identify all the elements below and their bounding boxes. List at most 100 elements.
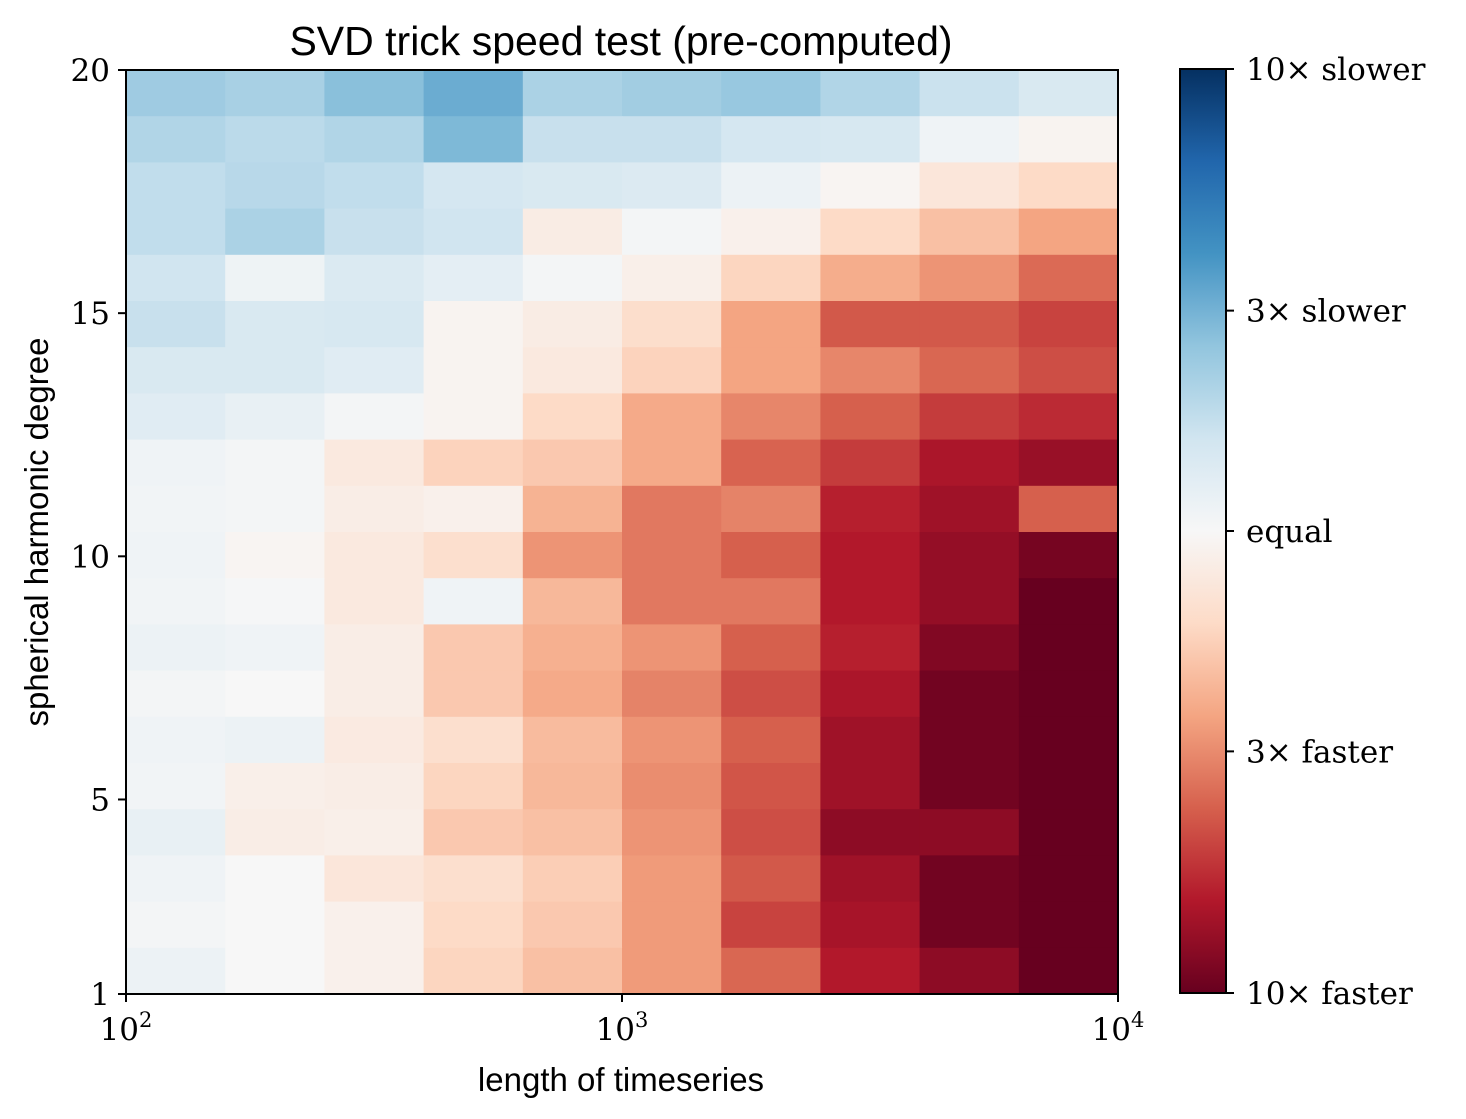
- heatmap-cell: [622, 347, 722, 394]
- heatmap-cell: [919, 578, 1020, 625]
- heatmap-cell: [324, 578, 425, 625]
- heatmap-cell: [622, 254, 722, 302]
- heatmap-cell: [622, 809, 722, 856]
- heatmap-cell: [820, 439, 921, 487]
- heatmap-cell: [126, 670, 226, 718]
- heatmap-cell: [721, 208, 821, 256]
- heatmap-cell: [126, 716, 226, 764]
- heatmap-cell: [225, 485, 326, 533]
- heatmap-cell: [225, 901, 326, 949]
- heatmap-cell: [919, 624, 1020, 672]
- heatmap-cell: [919, 254, 1020, 302]
- heatmap-cell: [721, 70, 821, 117]
- heatmap-cell: [1018, 393, 1119, 441]
- heatmap-cell: [820, 578, 921, 625]
- heatmap-cell: [225, 208, 326, 256]
- heatmap-cell: [820, 393, 921, 441]
- y-axis-label: spherical harmonic degree: [18, 338, 55, 727]
- heatmap-cell: [1018, 716, 1119, 764]
- heatmap-cell: [919, 208, 1020, 256]
- colorbar-tick-label: 3× faster: [1246, 734, 1393, 770]
- heatmap-cell: [622, 485, 722, 533]
- heatmap-cell: [522, 485, 623, 533]
- heatmap-cell: [721, 347, 821, 394]
- heatmap-cell: [820, 809, 921, 856]
- heatmap-cell: [919, 947, 1020, 995]
- colorbar-ticks: 10× slower 3× slower equal 3× faster 10× fas…: [1226, 52, 1426, 1012]
- heatmap-cell: [721, 116, 821, 163]
- heatmap-cell: [820, 947, 921, 995]
- heatmap-cell: [820, 901, 921, 949]
- heatmap-cell: [820, 254, 921, 302]
- heatmap-cell: [324, 347, 425, 394]
- heatmap-cell: [622, 393, 722, 441]
- heatmap-cell: [126, 301, 226, 348]
- heatmap-cell: [820, 208, 921, 256]
- y-tick-label: 10: [71, 539, 110, 575]
- heatmap-cell: [919, 301, 1020, 348]
- heatmap-cell: [423, 809, 524, 856]
- heatmap-cell: [522, 347, 623, 394]
- heatmap-cell: [225, 162, 326, 210]
- heatmap-cell: [820, 162, 921, 210]
- colorbar-tick-label: equal: [1246, 514, 1333, 550]
- heatmap-cell: [622, 301, 722, 348]
- heatmap-cell: [423, 624, 524, 672]
- heatmap-cell: [423, 947, 524, 995]
- heatmap-cell: [721, 532, 821, 579]
- heatmap-cell: [721, 947, 821, 995]
- heatmap-cell: [225, 578, 326, 625]
- heatmap-cell: [324, 624, 425, 672]
- heatmap-cell: [225, 670, 326, 718]
- heatmap-cell: [820, 347, 921, 394]
- heatmap-cell: [423, 393, 524, 441]
- heatmap-cell: [522, 208, 623, 256]
- heatmap-cell: [919, 439, 1020, 487]
- heatmap-cell: [522, 624, 623, 672]
- heatmap-cell: [126, 901, 226, 949]
- heatmap-cell: [721, 716, 821, 764]
- heatmap-cell: [423, 901, 524, 949]
- heatmap-cell: [622, 208, 722, 256]
- heatmap-cell: [522, 901, 623, 949]
- heatmap-cell: [423, 670, 524, 718]
- heatmap-cell: [423, 208, 524, 256]
- heatmap-cell: [1018, 301, 1119, 348]
- heatmap-cell: [622, 624, 722, 672]
- heatmap-cell: [324, 208, 425, 256]
- heatmap-cell: [1018, 208, 1119, 256]
- heatmap-cell: [919, 393, 1020, 441]
- heatmap-cell: [423, 162, 524, 210]
- heatmap-cell: [522, 162, 623, 210]
- heatmap-cell: [126, 485, 226, 533]
- heatmap-cell: [820, 716, 921, 764]
- heatmap-cell: [622, 855, 722, 903]
- colorbar-tick-label: 10× faster: [1246, 976, 1413, 1012]
- heatmap-cell: [721, 578, 821, 625]
- heatmap-cell: [919, 70, 1020, 117]
- heatmap-cell: [225, 70, 326, 117]
- heatmap-cell: [225, 116, 326, 163]
- heatmap-cell: [126, 116, 226, 163]
- heatmap-cell: [522, 578, 623, 625]
- heatmap-cell: [721, 763, 821, 810]
- heatmap-cell: [324, 70, 425, 117]
- heatmap-cell: [126, 439, 226, 487]
- heatmap-cell: [522, 70, 623, 117]
- heatmap-cell: [225, 393, 326, 441]
- heatmap-cell: [522, 716, 623, 764]
- heatmap-cell: [721, 162, 821, 210]
- heatmap-cell: [126, 393, 226, 441]
- heatmap-cell: [126, 347, 226, 394]
- heatmap-cell: [820, 670, 921, 718]
- heatmap-cell: [126, 578, 226, 625]
- heatmap-cell: [1018, 670, 1119, 718]
- heatmap-cell: [225, 347, 326, 394]
- heatmap-cell: [721, 439, 821, 487]
- heatmap-cell: [522, 947, 623, 995]
- heatmap-cell: [1018, 347, 1119, 394]
- heatmap-cell: [522, 670, 623, 718]
- heatmap-cell: [126, 947, 226, 995]
- heatmap-cell: [1018, 254, 1119, 302]
